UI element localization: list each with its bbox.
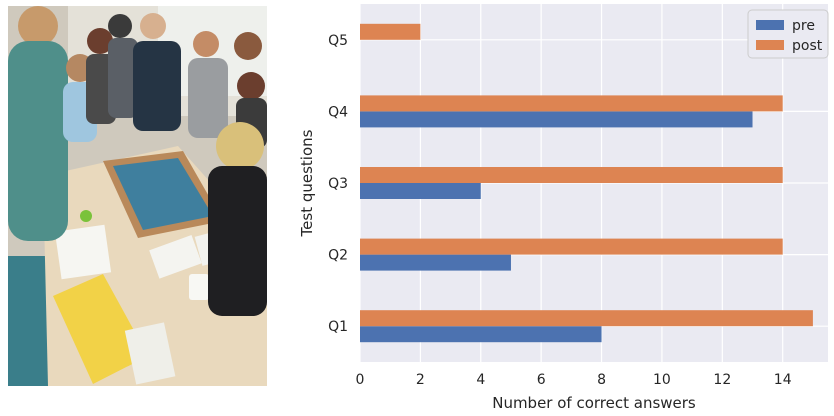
y-tick-label: Q2	[328, 248, 348, 264]
legend-swatch-post	[756, 40, 784, 50]
y-axis-label: Test questions	[298, 129, 316, 237]
chart-container: 0 2 4 6 8 10 12 14 Q1 Q2 Q3 Q4 Q5 Number of correct …	[290, 0, 834, 416]
y-tick-label: Q4	[328, 104, 348, 120]
y-tick-label: Q5	[328, 33, 348, 49]
y-tick-label: Q1	[328, 319, 348, 335]
bars-group	[360, 23, 813, 343]
tick-labels: 0 2 4 6 8 10 12 14 Q1 Q2 Q3 Q4 Q5	[328, 33, 792, 388]
x-tick-label: 8	[597, 372, 606, 388]
bar-post-q3	[360, 167, 783, 183]
x-axis-label: Number of correct answers	[492, 394, 696, 412]
workshop-photo	[8, 6, 267, 386]
bar-post-q4	[360, 95, 783, 112]
bar-pre-q3	[360, 183, 481, 199]
bar-post-q1	[360, 310, 813, 327]
x-tick-label: 4	[476, 372, 485, 388]
workshop-photo-illustration	[8, 6, 267, 386]
x-tick-label: 10	[653, 372, 671, 388]
bar-pre-q1	[360, 326, 602, 343]
x-tick-label: 0	[356, 372, 365, 388]
bar-pre-q4	[360, 111, 753, 128]
x-tick-label: 2	[416, 372, 425, 388]
x-tick-label: 12	[713, 372, 731, 388]
x-tick-label: 6	[537, 372, 546, 388]
legend-swatch-pre	[756, 20, 784, 30]
bar-post-q5	[360, 23, 421, 40]
bar-pre-q2	[360, 254, 511, 271]
legend-label-post: post	[792, 38, 823, 54]
bar-post-q2	[360, 238, 783, 255]
y-tick-label: Q3	[328, 176, 348, 192]
legend-label-pre: pre	[792, 18, 815, 34]
bar-chart: 0 2 4 6 8 10 12 14 Q1 Q2 Q3 Q4 Q5 Number of correct …	[298, 4, 829, 412]
legend: pre post	[747, 9, 829, 59]
x-tick-label: 14	[774, 372, 792, 388]
